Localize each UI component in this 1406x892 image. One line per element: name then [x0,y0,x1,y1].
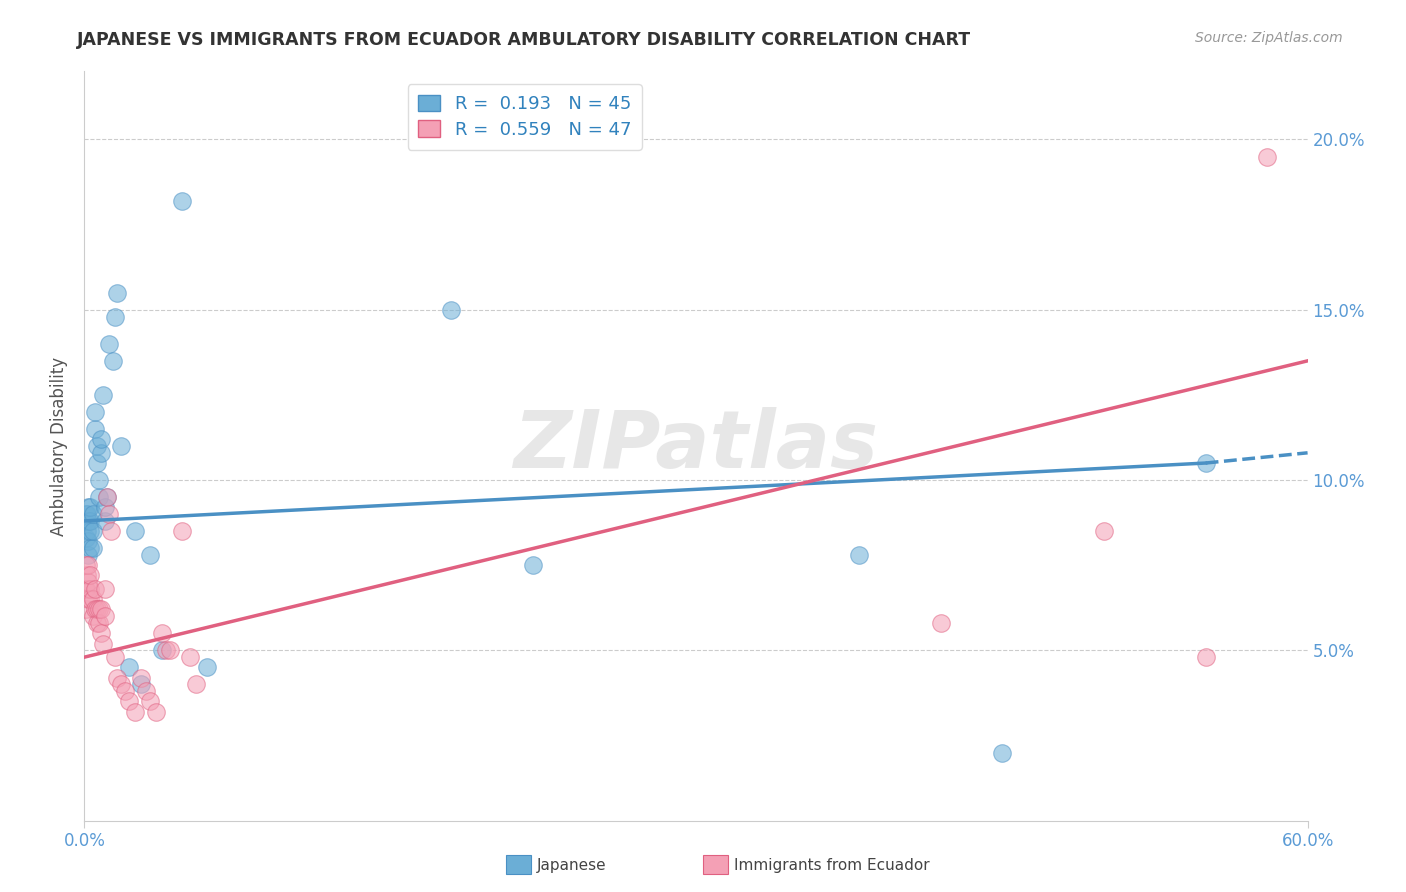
Point [150,626,173,640]
Point [87,473,110,487]
Point [124,705,146,719]
Point [97,507,120,521]
Point [83,422,105,436]
Text: JAPANESE VS IMMIGRANTS FROM ECUADOR AMBULATORY DISABILITY CORRELATION CHART: JAPANESE VS IMMIGRANTS FROM ECUADOR AMBU… [77,31,972,49]
Point [91,636,114,650]
Point [82,609,104,624]
Point [76,524,98,538]
Point [79,524,101,538]
Point [87,602,110,616]
Point [83,602,105,616]
Point [77,592,100,607]
Y-axis label: Ambulatory Disability: Ambulatory Disability [51,357,69,535]
Point [77,514,100,528]
Point [75,602,97,616]
Point [104,310,127,324]
Point [77,500,100,515]
Text: ZIPatlas: ZIPatlas [513,407,879,485]
Point [75,507,97,521]
Point [87,616,110,631]
Point [195,660,218,674]
Point [79,592,101,607]
Point [79,582,101,596]
Point [93,500,115,515]
Point [110,677,132,691]
Point [172,524,194,538]
Point [118,660,141,674]
Point [79,514,101,528]
Point [75,531,97,545]
Point [150,643,173,657]
Point [83,582,105,596]
Point [90,432,112,446]
Point [159,643,181,657]
Point [93,514,115,528]
Point [75,582,97,596]
Point [86,602,108,616]
Point [76,568,98,582]
Point [86,456,108,470]
Point [114,684,136,698]
Point [522,558,544,573]
Point [79,568,101,582]
Point [848,548,870,562]
Point [82,524,104,538]
Point [138,548,160,562]
Point [1092,524,1115,538]
Text: Japanese: Japanese [537,858,607,872]
Point [82,592,104,607]
Point [100,524,122,538]
Point [1195,456,1218,470]
Point [104,650,127,665]
Point [1195,650,1218,665]
Point [929,616,952,631]
Point [1256,149,1278,163]
Point [90,602,112,616]
Point [83,405,105,419]
Point [75,514,97,528]
Point [86,439,108,453]
Point [76,507,98,521]
Point [97,336,120,351]
Point [145,705,167,719]
Point [90,626,112,640]
Point [79,500,101,515]
Point [82,507,104,521]
Point [96,490,118,504]
Point [93,609,115,624]
Point [96,490,118,504]
Point [124,524,146,538]
Legend: R =  0.193   N = 45, R =  0.559   N = 47: R = 0.193 N = 45, R = 0.559 N = 47 [408,84,643,150]
Point [186,677,208,691]
Point [77,558,100,573]
Point [77,548,100,562]
Point [135,684,157,698]
Point [105,285,128,300]
Point [79,541,101,556]
Text: Immigrants from Ecuador: Immigrants from Ecuador [734,858,929,872]
Point [105,671,128,685]
Point [155,643,177,657]
Point [138,694,160,708]
Point [86,616,108,631]
Point [172,194,194,208]
Point [179,650,201,665]
Point [101,354,124,368]
Point [110,439,132,453]
Point [93,582,115,596]
Point [77,575,100,590]
Text: Source: ZipAtlas.com: Source: ZipAtlas.com [1195,31,1343,45]
Point [131,671,153,685]
Point [75,558,97,573]
Point [118,694,141,708]
Point [77,534,100,549]
Point [440,302,463,317]
Point [87,490,110,504]
Point [90,446,112,460]
Point [991,746,1014,760]
Point [82,541,104,556]
Point [131,677,153,691]
Point [91,388,114,402]
Point [75,582,97,596]
